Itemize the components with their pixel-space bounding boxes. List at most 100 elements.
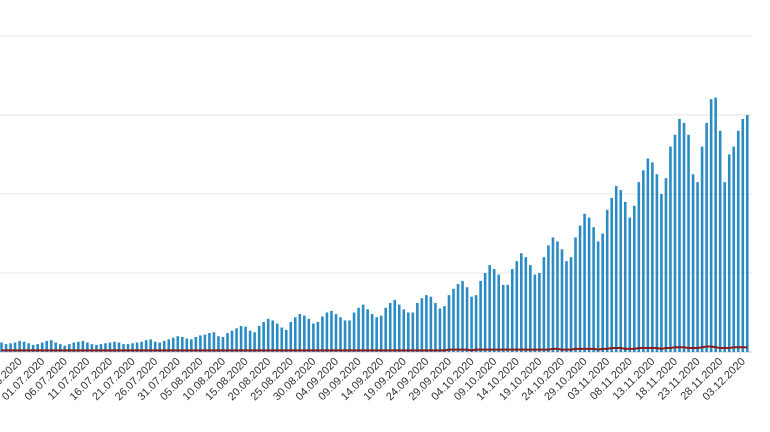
bar <box>90 344 94 352</box>
bar <box>113 341 116 352</box>
bar <box>420 298 424 352</box>
bar <box>687 134 690 352</box>
bar <box>547 245 550 352</box>
bar <box>497 274 500 352</box>
bar <box>149 339 152 352</box>
bar <box>18 340 21 352</box>
bar <box>81 340 85 352</box>
bar <box>27 343 30 352</box>
bar <box>700 146 704 352</box>
bar <box>556 241 559 352</box>
bar <box>99 344 103 352</box>
bar <box>321 316 324 352</box>
bar <box>714 97 717 353</box>
bar <box>732 146 736 352</box>
bar <box>334 314 338 352</box>
bar <box>565 261 568 352</box>
bar <box>167 339 171 352</box>
bar <box>709 99 713 352</box>
bar <box>682 122 686 353</box>
bar <box>217 336 220 352</box>
bar <box>623 201 627 352</box>
bar <box>212 332 216 352</box>
bar <box>244 326 247 352</box>
bar <box>447 295 451 352</box>
bar <box>411 312 415 352</box>
bar <box>257 325 261 352</box>
bar <box>673 134 677 352</box>
bar <box>122 344 125 352</box>
bar <box>483 273 487 352</box>
bar <box>190 339 193 352</box>
bar <box>40 342 44 352</box>
bar <box>407 312 410 352</box>
bar <box>307 318 311 352</box>
bar <box>651 162 654 352</box>
bar <box>587 217 591 352</box>
bar <box>443 306 446 352</box>
bar <box>366 309 369 352</box>
bar <box>664 178 668 352</box>
bar <box>162 340 166 352</box>
bar <box>45 340 48 352</box>
bar <box>68 344 71 352</box>
bar <box>117 342 121 352</box>
bar <box>339 317 342 352</box>
bar <box>289 321 293 352</box>
bar <box>370 314 374 352</box>
bar <box>144 340 148 352</box>
bar <box>438 308 442 352</box>
bar <box>397 304 401 352</box>
bar <box>461 280 464 352</box>
bar <box>284 329 288 352</box>
line <box>1 345 748 352</box>
bar <box>501 284 505 352</box>
bar <box>492 269 496 352</box>
bar <box>596 241 600 352</box>
bar <box>384 307 387 352</box>
bar <box>583 213 586 352</box>
bar <box>429 296 433 352</box>
bar <box>266 318 270 352</box>
bar <box>614 186 618 352</box>
bar <box>325 312 329 352</box>
bar <box>696 182 699 352</box>
bar <box>465 287 469 352</box>
bar <box>0 342 3 352</box>
bar <box>248 330 252 352</box>
bar <box>727 154 731 352</box>
bar <box>434 303 437 352</box>
bar <box>456 284 460 352</box>
bar <box>402 309 406 352</box>
bar <box>357 307 360 352</box>
bar <box>592 227 595 352</box>
bar <box>312 323 315 352</box>
bar <box>31 344 35 352</box>
bar <box>736 130 740 352</box>
bar <box>4 344 8 352</box>
bar <box>131 343 134 352</box>
bar <box>660 194 663 352</box>
bar <box>678 118 681 352</box>
bar <box>633 205 636 352</box>
bar <box>619 190 623 352</box>
bar <box>474 295 478 352</box>
bar <box>425 295 428 352</box>
bar <box>95 344 98 352</box>
bar <box>542 257 546 352</box>
bar <box>199 335 202 352</box>
bar <box>253 332 256 352</box>
bar <box>479 280 482 352</box>
bar <box>551 237 555 352</box>
bar <box>610 197 613 352</box>
bar <box>488 265 491 352</box>
bar <box>691 174 695 352</box>
bar <box>108 342 112 352</box>
bar <box>171 337 175 352</box>
bar <box>361 304 365 352</box>
bar <box>194 336 198 352</box>
bar <box>49 340 53 352</box>
bar <box>303 315 306 352</box>
bar <box>72 342 76 352</box>
